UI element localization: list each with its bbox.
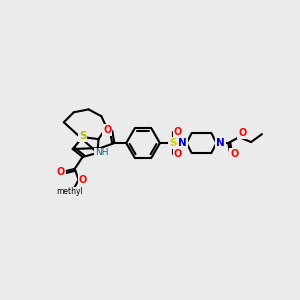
Text: O: O xyxy=(238,128,246,138)
Text: methyl: methyl xyxy=(56,187,83,196)
Text: N: N xyxy=(216,138,225,148)
Text: NH: NH xyxy=(95,148,108,158)
Text: O: O xyxy=(57,167,65,177)
Text: O: O xyxy=(174,149,182,159)
Text: N: N xyxy=(178,138,187,148)
Text: S: S xyxy=(169,138,176,148)
Text: O: O xyxy=(174,127,182,137)
Text: O: O xyxy=(230,149,238,159)
Text: O: O xyxy=(79,175,87,185)
Text: O: O xyxy=(103,125,112,135)
Text: S: S xyxy=(79,131,86,141)
